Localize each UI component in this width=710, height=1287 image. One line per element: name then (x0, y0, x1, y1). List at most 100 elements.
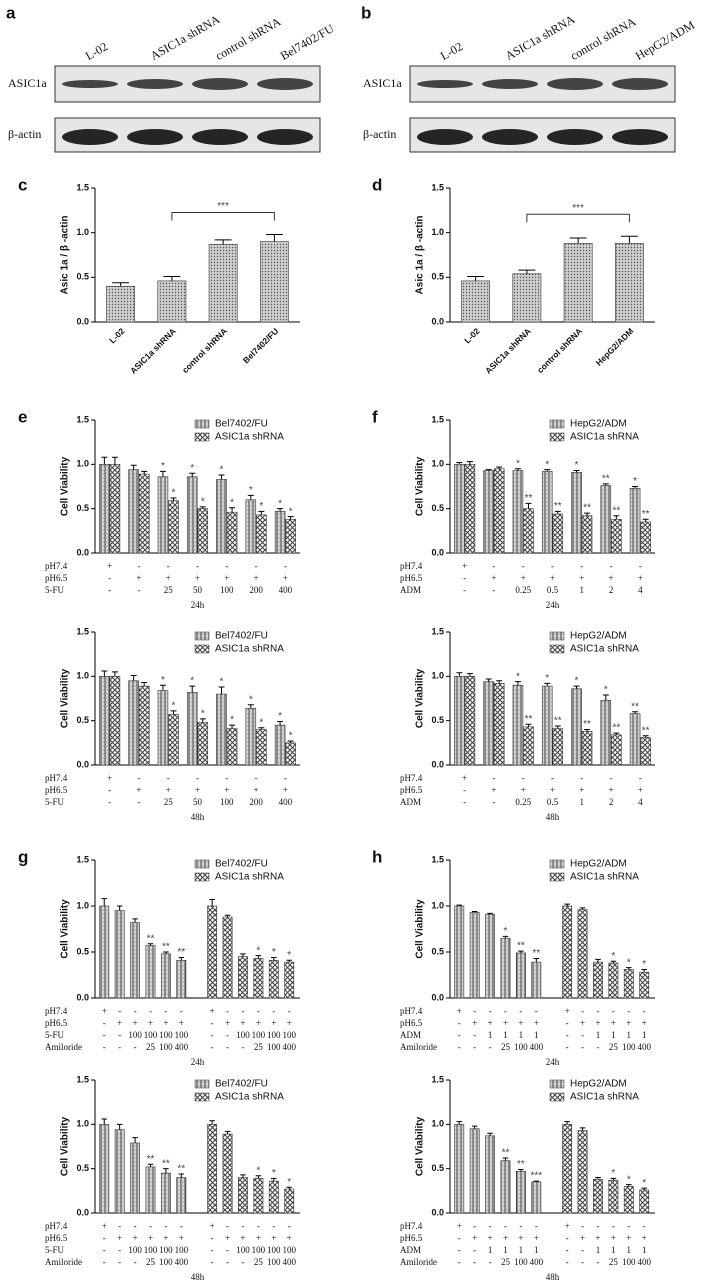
condition-name: pH7.4 (45, 561, 68, 571)
bar (608, 962, 619, 999)
condition-value: + (287, 1233, 292, 1243)
bar (639, 1189, 650, 1214)
condition-value: 100 (267, 1245, 281, 1255)
y-tick-label: 0.5 (431, 272, 444, 282)
condition-value: - (535, 1006, 538, 1016)
condition-name: Amiloride (45, 1042, 82, 1052)
condition-value: - (118, 1042, 121, 1052)
condition-value: 1 (488, 1030, 493, 1040)
bar (571, 472, 582, 554)
condition-value: - (137, 585, 140, 595)
condition-value: - (492, 773, 495, 783)
significance: * (504, 926, 508, 937)
significance: * (633, 476, 637, 487)
condition-value: + (225, 1018, 230, 1028)
bar (581, 515, 593, 554)
condition-value: - (164, 1006, 167, 1016)
condition-value: 1 (580, 585, 585, 595)
condition-value: - (463, 585, 466, 595)
condition-value: - (134, 1257, 137, 1267)
condition-value: 100 (622, 1042, 636, 1052)
significance: ** (177, 947, 185, 958)
condition-value: - (149, 1006, 152, 1016)
bar (207, 1124, 218, 1214)
bar (614, 243, 644, 323)
condition-value: 0.5 (547, 797, 559, 807)
legend-swatch (194, 872, 210, 882)
condition-name: ADM (400, 1030, 421, 1040)
condition-value: + (611, 1233, 616, 1243)
condition-value: 400 (530, 1257, 544, 1267)
error-bar (626, 967, 632, 970)
y-tick-label: 0.5 (431, 715, 444, 725)
error-bar (533, 957, 540, 963)
legend-label: Bel7402/FU (215, 419, 268, 430)
condition-value: - (596, 1006, 599, 1016)
significance: * (516, 458, 520, 469)
bar (454, 464, 465, 554)
error-bar (502, 935, 509, 939)
condition-value: 400 (637, 1042, 651, 1052)
panel-label: a (6, 3, 16, 22)
condition-value: - (108, 573, 111, 583)
condition-value: 100 (267, 1030, 281, 1040)
condition-value: - (458, 1042, 461, 1052)
error-bar (642, 518, 649, 522)
condition-value: 100 (159, 1257, 173, 1267)
condition-value: - (180, 1221, 183, 1231)
condition-value: + (179, 1233, 184, 1243)
error-bar (189, 685, 196, 693)
bar (552, 728, 564, 766)
condition-value: 4 (638, 585, 643, 595)
bar (531, 961, 542, 999)
bar (608, 1179, 619, 1214)
error-bar (602, 483, 609, 486)
y-tick-label: 0.0 (76, 759, 89, 769)
error-bar (466, 673, 473, 677)
condition-value: 1 (596, 1030, 601, 1040)
condition-value: 100 (159, 1030, 173, 1040)
bar (176, 959, 187, 999)
bar (114, 1129, 125, 1214)
condition-value: - (504, 1221, 507, 1231)
y-tick-label: 0.5 (76, 1163, 89, 1173)
error-bar (642, 735, 649, 738)
significance: * (575, 460, 579, 471)
legend-swatch (194, 432, 210, 442)
bar (109, 676, 121, 766)
bar (160, 1172, 171, 1214)
condition-value: + (457, 1006, 462, 1016)
condition-value: - (118, 1006, 121, 1016)
condition-value: - (103, 1233, 106, 1243)
condition-value: 100 (622, 1257, 636, 1267)
bar (109, 464, 121, 554)
bracket (526, 213, 630, 223)
condition-value: - (551, 773, 554, 783)
condition-value: - (580, 561, 583, 571)
error-bar (564, 1121, 570, 1125)
panel-label: c (18, 175, 27, 194)
error-bar (595, 1177, 601, 1180)
lane-label: HepG2/ADM (633, 18, 697, 63)
condition-value: - (581, 1221, 584, 1231)
condition-value: - (473, 1006, 476, 1016)
legend-label: HepG2/ADM (570, 419, 627, 430)
significance: ** (147, 933, 155, 944)
significance: * (642, 959, 646, 970)
bar (226, 728, 238, 766)
caption: 48h (546, 812, 560, 822)
bar (99, 676, 110, 766)
condition-name: 5-FU (45, 1245, 65, 1255)
legend-swatch (194, 1079, 210, 1089)
y-tick-label: 1.5 (431, 854, 444, 864)
error-bar (554, 510, 561, 514)
condition-value: - (596, 1257, 599, 1267)
condition-name: Amiloride (45, 1257, 82, 1267)
condition-value: 1 (534, 1030, 539, 1040)
condition-value: - (596, 1221, 599, 1231)
y-tick-label: 1.0 (76, 671, 89, 681)
significance: ** (177, 1164, 185, 1175)
condition-value: - (225, 773, 228, 783)
condition-value: - (211, 1233, 214, 1243)
